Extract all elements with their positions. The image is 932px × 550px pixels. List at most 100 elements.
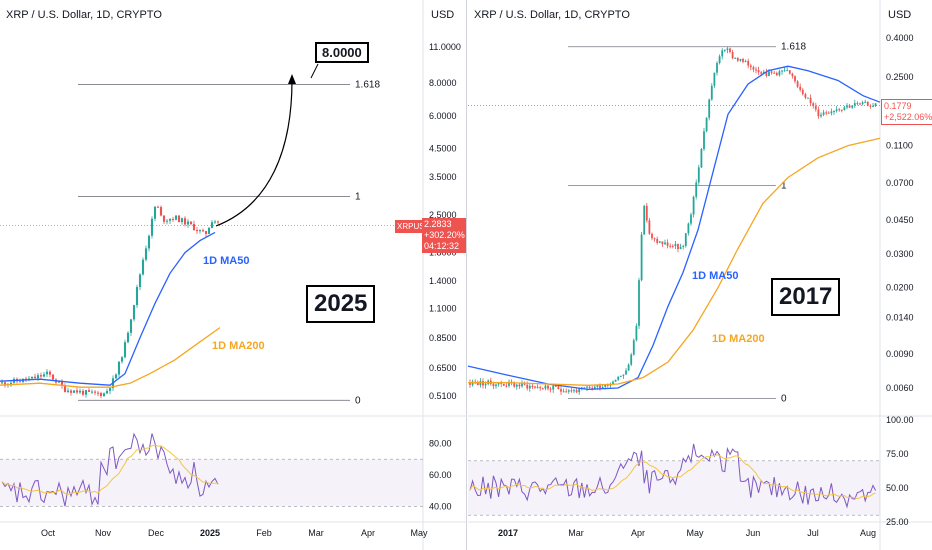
candle-body — [513, 382, 516, 387]
candle-body — [183, 218, 187, 225]
price-tick-label: 0.0300 — [886, 249, 914, 259]
candle-body — [123, 342, 127, 358]
candle-body — [78, 390, 82, 393]
candle-body — [526, 384, 529, 389]
candle-body — [671, 245, 674, 247]
candle-body — [171, 218, 175, 220]
candle-body — [861, 102, 864, 105]
candle-body — [734, 57, 737, 59]
candle-body — [814, 106, 817, 110]
candle-body — [752, 67, 755, 70]
candle-body — [705, 117, 708, 132]
candle-body — [42, 374, 46, 377]
rsi-ma-line — [1, 444, 219, 495]
candle-body — [523, 383, 526, 385]
ma50-label: 1D MA50 — [692, 270, 739, 282]
chart-canvas-2017[interactable]: 0.40000.25000.17000.11000.07000.04500.03… — [468, 0, 932, 550]
candle-body — [872, 106, 874, 108]
price-tick-label: 0.0140 — [886, 312, 914, 322]
candle-body — [586, 386, 588, 388]
candle-body — [773, 72, 776, 74]
candle-body — [174, 215, 178, 220]
candle-body — [141, 259, 145, 275]
candle-body — [492, 383, 495, 387]
price-tag: 0.1779 +2,522.06% — [881, 99, 932, 125]
candle-body — [656, 238, 659, 243]
candle-body — [775, 72, 778, 76]
candle-body — [804, 94, 807, 98]
candle-body — [502, 383, 505, 386]
candle-body — [60, 381, 64, 386]
candle-body — [36, 375, 40, 379]
candle-body — [114, 374, 118, 379]
candle-body — [57, 381, 61, 383]
candle-body — [150, 218, 154, 236]
candle-body — [120, 357, 124, 362]
candle-body — [749, 65, 752, 68]
candle-body — [210, 222, 214, 228]
candle-body — [484, 384, 487, 386]
price-tick-label: 2.5000 — [429, 210, 457, 220]
candle-body — [87, 390, 91, 392]
candle-body — [75, 390, 79, 393]
candle-body — [562, 391, 565, 393]
candle-body — [677, 244, 679, 250]
candle-body — [666, 242, 669, 246]
candle-body — [9, 382, 13, 385]
candle-body — [661, 241, 664, 245]
candle-body — [874, 103, 877, 107]
candle-body — [495, 384, 497, 387]
candle-body — [851, 105, 854, 108]
rsi-tick-label: 60.00 — [429, 470, 452, 480]
price-tick-label: 0.5100 — [429, 391, 457, 401]
candle-body — [643, 205, 646, 235]
candle-body — [731, 52, 734, 59]
chart-canvas-2025[interactable]: 11.00008.00006.00004.50003.50002.50001.8… — [0, 0, 466, 550]
price-tag: 2.2833 +302.20% 04:12:32 — [422, 218, 466, 253]
candle-body — [588, 386, 591, 388]
candle-body — [695, 182, 698, 197]
candle-body — [528, 385, 531, 389]
price-tick-label: 4.5000 — [429, 143, 457, 153]
candle-body — [554, 385, 557, 387]
candle-body — [213, 221, 217, 223]
candle-body — [788, 70, 791, 74]
candle-body — [619, 375, 622, 377]
price-tick-label: 3.5000 — [429, 172, 457, 182]
candle-body — [573, 390, 575, 392]
candle-body — [601, 386, 604, 389]
candle-body — [580, 387, 583, 389]
candle-body — [583, 387, 586, 389]
time-tick-label: Mar — [568, 528, 584, 538]
price-tick-label: 0.4000 — [886, 33, 914, 43]
candle-body — [591, 387, 594, 389]
candle-body — [129, 319, 133, 333]
candle-body — [541, 388, 544, 390]
candle-body — [518, 384, 521, 387]
candle-body — [674, 244, 677, 247]
fib-level-label: 1 — [355, 191, 361, 202]
ma50-line — [0, 231, 216, 386]
candle-body — [90, 391, 94, 393]
candle-body — [835, 109, 838, 111]
candle-body — [809, 97, 812, 104]
candle-body — [593, 386, 596, 389]
fib-level-label: 0 — [781, 393, 787, 404]
candle-body — [622, 374, 625, 376]
chart-panel-2017[interactable]: 0.40000.25000.17000.11000.07000.04500.03… — [468, 0, 932, 550]
change-pct: +302.20% — [424, 230, 465, 240]
candle-body — [138, 274, 142, 288]
candle-body — [627, 364, 630, 371]
candle-body — [632, 340, 635, 355]
candle-body — [625, 370, 627, 375]
chart-panel-2025[interactable]: 11.00008.00006.00004.50003.50002.50001.8… — [0, 0, 467, 550]
candle-body — [692, 196, 695, 215]
candle-body — [817, 109, 820, 117]
time-tick-label: Jun — [746, 528, 761, 538]
price-tick-label: 0.6500 — [429, 363, 457, 373]
candle-body — [744, 60, 747, 62]
candle-body — [684, 233, 687, 246]
rsi-line — [1, 432, 219, 507]
chart-title: XRP / U.S. Dollar, 1D, CRYPTO — [474, 9, 630, 21]
candle-body — [177, 215, 181, 223]
